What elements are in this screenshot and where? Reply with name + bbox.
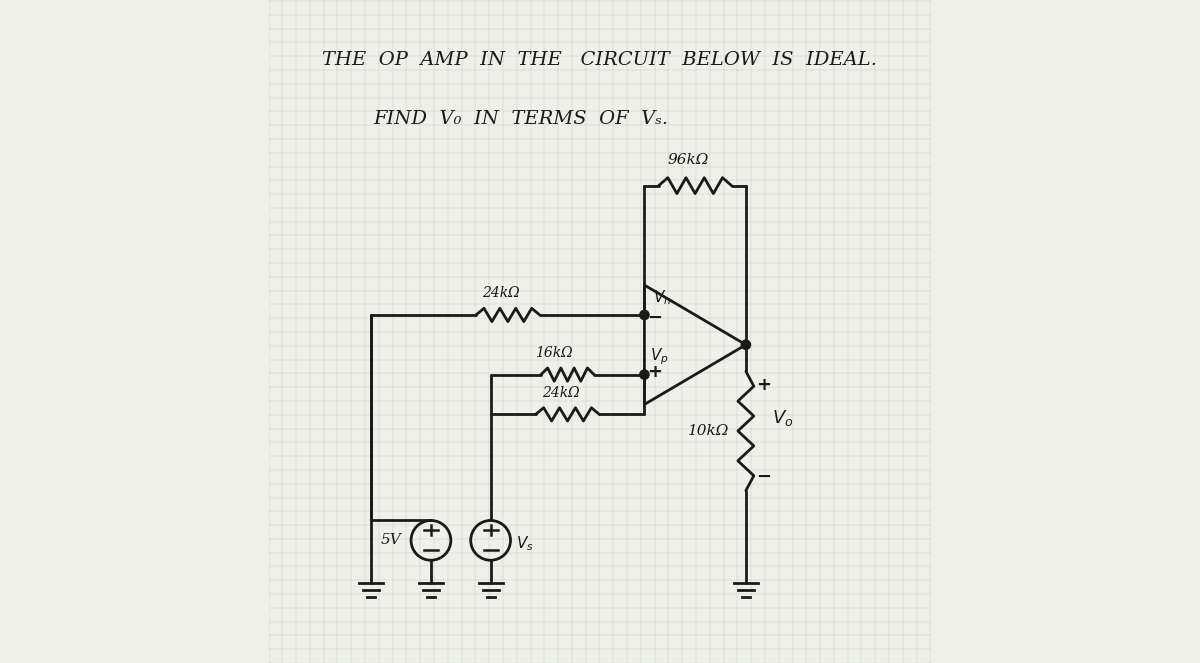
Text: FIND  V₀  IN  TERMS  OF  Vₛ.: FIND V₀ IN TERMS OF Vₛ. xyxy=(373,110,668,129)
Text: −: − xyxy=(647,309,662,327)
Circle shape xyxy=(742,340,750,349)
Text: $\mathit{V_p}$: $\mathit{V_p}$ xyxy=(649,346,668,367)
Text: $\mathit{V_n}$: $\mathit{V_n}$ xyxy=(653,288,672,307)
Circle shape xyxy=(640,370,649,379)
Text: 96kΩ: 96kΩ xyxy=(668,153,709,167)
Text: 16kΩ: 16kΩ xyxy=(535,346,574,360)
Text: 24kΩ: 24kΩ xyxy=(542,386,580,400)
Text: −: − xyxy=(756,468,770,487)
Text: 5V: 5V xyxy=(380,533,401,548)
Circle shape xyxy=(640,310,649,320)
Text: +: + xyxy=(756,375,770,394)
Text: 10kΩ: 10kΩ xyxy=(688,424,730,438)
Text: 24kΩ: 24kΩ xyxy=(482,286,520,300)
Text: +: + xyxy=(647,363,662,381)
Text: $\mathit{V_o}$: $\mathit{V_o}$ xyxy=(773,408,794,428)
Text: THE  OP  AMP  IN  THE   CIRCUIT  BELOW  IS  IDEAL.: THE OP AMP IN THE CIRCUIT BELOW IS IDEAL… xyxy=(323,50,877,69)
Text: $\mathit{V_s}$: $\mathit{V_s}$ xyxy=(516,534,534,553)
